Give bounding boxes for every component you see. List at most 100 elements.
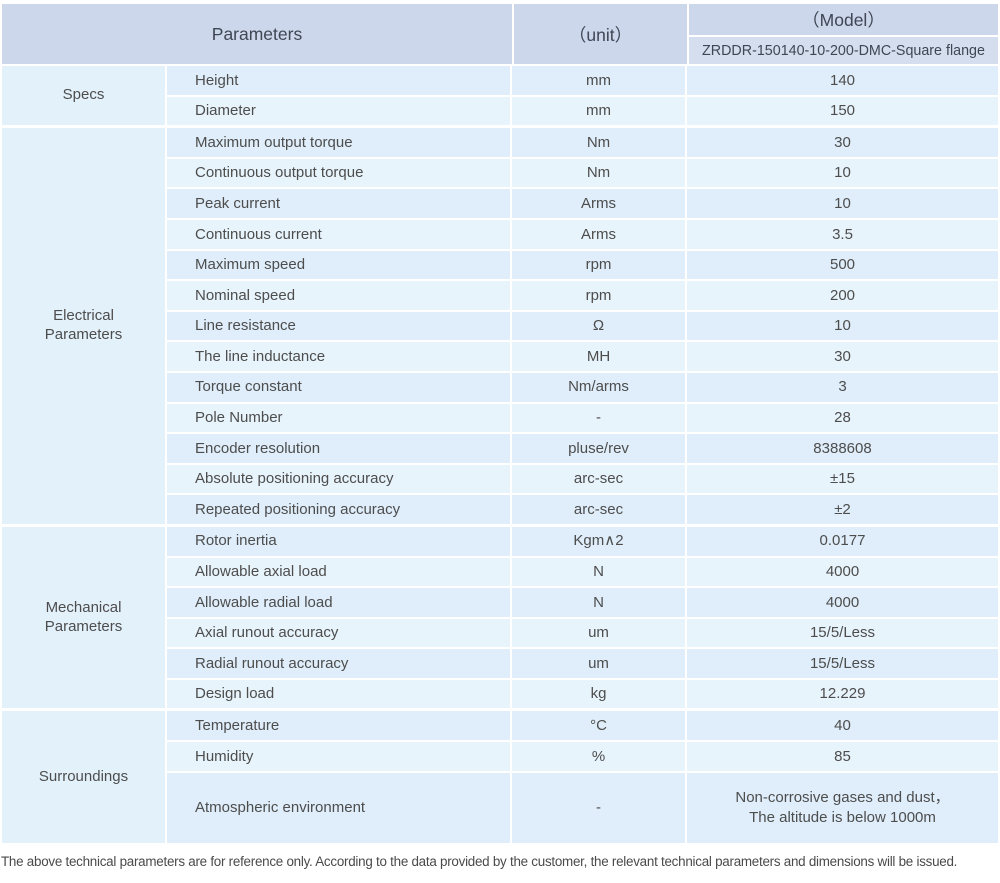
table-row: Peak current Arms 10	[165, 187, 998, 218]
value-cell: 12.229	[685, 679, 998, 709]
header-model-label: （Model）	[689, 4, 998, 35]
param-cell: Absolute positioning accuracy	[165, 464, 510, 494]
group-section-surroundings: Surroundings Temperature °C 40 Humidity …	[2, 708, 998, 843]
unit-cell: um	[510, 618, 685, 648]
unit-cell: Arms	[510, 189, 685, 218]
group-label: Electrical Parameters	[2, 128, 165, 524]
unit-cell: mm	[510, 66, 685, 95]
footer-note: The above technical parameters are for r…	[1, 853, 958, 869]
table-row: Allowable axial load N 4000	[165, 555, 998, 587]
unit-cell: -	[510, 772, 685, 843]
unit-cell: N	[510, 588, 685, 617]
unit-cell: °C	[510, 711, 685, 741]
value-cell: 4000	[685, 557, 998, 587]
param-cell: Allowable axial load	[165, 557, 510, 587]
group-section-mechanical: Mechanical Parameters Rotor inertia Kgm∧…	[2, 523, 998, 709]
value-cell: 15/5/Less	[685, 649, 998, 678]
table-header: Parameters （unit） （Model） ZRDDR-150140-1…	[2, 4, 998, 66]
table-row: Atmospheric environment - Non-corrosive …	[165, 770, 998, 843]
value-cell: 15/5/Less	[685, 618, 998, 648]
value-cell: 150	[685, 96, 998, 126]
param-cell: Repeated positioning accuracy	[165, 495, 510, 524]
value-cell: 3	[685, 372, 998, 402]
unit-cell: Nm	[510, 158, 685, 188]
value-cell: 10	[685, 158, 998, 188]
value-cell: 30	[685, 128, 998, 157]
table-row: Allowable radial load N 4000	[165, 586, 998, 617]
group-section-specs: Specs Height mm 140 Diameter mm 150	[2, 66, 998, 126]
param-cell: Line resistance	[165, 311, 510, 341]
param-cell: Rotor inertia	[165, 526, 510, 556]
unit-cell: Ω	[510, 311, 685, 341]
unit-cell: arc-sec	[510, 495, 685, 524]
param-cell: Axial runout accuracy	[165, 618, 510, 648]
value-cell: ±15	[685, 464, 998, 494]
table-row: Axial runout accuracy um 15/5/Less	[165, 616, 998, 648]
value-cell: ±2	[685, 495, 998, 524]
spec-table: Parameters （unit） （Model） ZRDDR-150140-1…	[2, 4, 998, 843]
param-cell: Pole Number	[165, 403, 510, 433]
param-cell: Humidity	[165, 742, 510, 771]
param-cell: The line inductance	[165, 342, 510, 371]
unit-cell: arc-sec	[510, 464, 685, 494]
header-parameters-cell: Parameters	[2, 4, 512, 64]
value-cell: 500	[685, 250, 998, 280]
group-rows: Temperature °C 40 Humidity % 85 Atmosphe…	[165, 711, 998, 843]
table-row: Rotor inertia Kgm∧2 0.0177	[165, 526, 998, 556]
value-cell: Non-corrosive gases and dust， The altitu…	[685, 772, 998, 843]
table-row: Maximum output torque Nm 30	[165, 128, 998, 157]
group-label: Specs	[2, 66, 165, 126]
table-row: Diameter mm 150	[165, 94, 998, 126]
table-row: Line resistance Ω 10	[165, 309, 998, 341]
param-cell: Torque constant	[165, 372, 510, 402]
unit-cell: Nm/arms	[510, 372, 685, 402]
param-cell: Atmospheric environment	[165, 772, 510, 843]
table-row: Design load kg 12.229	[165, 677, 998, 709]
param-cell: Allowable radial load	[165, 588, 510, 617]
unit-cell: mm	[510, 96, 685, 126]
param-cell: Peak current	[165, 189, 510, 218]
value-cell: 200	[685, 281, 998, 310]
unit-cell: pluse/rev	[510, 434, 685, 463]
unit-cell: rpm	[510, 250, 685, 280]
table-row: Repeated positioning accuracy arc-sec ±2	[165, 493, 998, 524]
table-row: Humidity % 85	[165, 740, 998, 771]
table-row: Radial runout accuracy um 15/5/Less	[165, 647, 998, 678]
value-cell: 10	[685, 311, 998, 341]
unit-cell: -	[510, 403, 685, 433]
table-row: Temperature °C 40	[165, 711, 998, 741]
unit-cell: %	[510, 742, 685, 771]
value-cell: 3.5	[685, 219, 998, 249]
group-label: Mechanical Parameters	[2, 526, 165, 709]
group-rows: Maximum output torque Nm 30 Continuous o…	[165, 128, 998, 524]
param-cell: Diameter	[165, 96, 510, 126]
param-cell: Continuous output torque	[165, 158, 510, 188]
value-cell: 4000	[685, 588, 998, 617]
table-row: Encoder resolution pluse/rev 8388608	[165, 432, 998, 463]
param-cell: Height	[165, 66, 510, 95]
unit-cell: um	[510, 649, 685, 678]
header-unit-cell: （unit）	[512, 4, 687, 64]
unit-cell: Arms	[510, 219, 685, 249]
unit-cell: MH	[510, 342, 685, 371]
value-cell: 28	[685, 403, 998, 433]
unit-cell: Nm	[510, 128, 685, 157]
unit-cell: kg	[510, 679, 685, 709]
group-rows: Height mm 140 Diameter mm 150	[165, 66, 998, 126]
param-cell: Temperature	[165, 711, 510, 741]
value-cell: 140	[685, 66, 998, 95]
table-row: The line inductance MH 30	[165, 340, 998, 371]
header-model-value: ZRDDR-150140-10-200-DMC-Square flange	[689, 35, 998, 64]
group-section-electrical: Electrical Parameters Maximum output tor…	[2, 125, 998, 524]
group-rows: Rotor inertia Kgm∧2 0.0177 Allowable axi…	[165, 526, 998, 709]
unit-cell: N	[510, 557, 685, 587]
value-cell: 85	[685, 742, 998, 771]
table-row: Nominal speed rpm 200	[165, 279, 998, 310]
table-row: Continuous current Arms 3.5	[165, 217, 998, 249]
table-row: Pole Number - 28	[165, 401, 998, 433]
param-cell: Radial runout accuracy	[165, 649, 510, 678]
table-row: Height mm 140	[165, 66, 998, 95]
value-cell: 8388608	[685, 434, 998, 463]
value-cell: 30	[685, 342, 998, 371]
